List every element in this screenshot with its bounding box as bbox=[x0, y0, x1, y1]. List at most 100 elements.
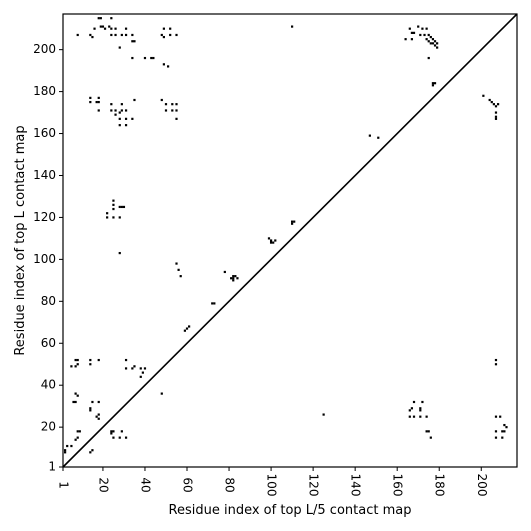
contact-point bbox=[143, 56, 147, 60]
y-tick-label: 200 bbox=[33, 42, 56, 56]
contact-point bbox=[124, 124, 128, 127]
contact-point bbox=[492, 103, 495, 106]
contact-point bbox=[293, 220, 296, 223]
x-tick-label: 80 bbox=[223, 477, 237, 492]
contact-point bbox=[496, 103, 500, 106]
contact-point bbox=[494, 117, 498, 120]
contact-point bbox=[188, 325, 191, 328]
contact-point bbox=[211, 302, 214, 305]
contact-point bbox=[112, 203, 115, 206]
contact-point bbox=[110, 27, 113, 30]
x-axis-ticks: 1 20 40 60 80 100 120 140 160 180 200 bbox=[57, 467, 489, 496]
contact-point bbox=[95, 415, 98, 418]
contact-point bbox=[179, 275, 182, 278]
contact-point bbox=[427, 56, 430, 60]
contact-point bbox=[431, 38, 435, 41]
contact-point bbox=[152, 56, 155, 60]
contact-point bbox=[93, 27, 96, 30]
contact-point bbox=[408, 27, 411, 30]
contact-point bbox=[160, 392, 163, 395]
y-tick-label: 1 bbox=[48, 460, 56, 474]
contact-point bbox=[494, 415, 498, 418]
contact-point bbox=[269, 239, 273, 242]
contact-point bbox=[431, 84, 435, 87]
contact-point bbox=[427, 430, 430, 433]
contact-point bbox=[72, 400, 75, 404]
contact-point bbox=[425, 38, 428, 41]
contact-point bbox=[91, 400, 94, 404]
contact-point bbox=[89, 33, 92, 37]
contact-point bbox=[118, 205, 121, 209]
contact-point bbox=[106, 212, 109, 215]
contact-point bbox=[110, 430, 113, 433]
contact-point bbox=[503, 430, 506, 433]
y-tick-label: 140 bbox=[33, 168, 56, 182]
contact-point bbox=[419, 409, 422, 412]
contact-point bbox=[103, 27, 107, 30]
contact-point bbox=[120, 205, 123, 209]
y-tick-label: 20 bbox=[41, 420, 56, 434]
contact-point bbox=[112, 207, 115, 211]
contact-point bbox=[131, 117, 134, 120]
contact-point bbox=[232, 275, 235, 278]
contact-point bbox=[175, 117, 178, 120]
contact-point bbox=[291, 25, 294, 28]
contact-points bbox=[64, 17, 508, 454]
contact-point bbox=[124, 27, 128, 30]
contact-point bbox=[101, 25, 105, 28]
contact-point bbox=[110, 432, 113, 435]
contact-point bbox=[76, 394, 79, 397]
contact-point bbox=[139, 375, 142, 378]
contact-point bbox=[114, 109, 117, 112]
y-tick-label: 120 bbox=[33, 210, 56, 224]
contact-point bbox=[143, 367, 147, 370]
contact-point bbox=[91, 449, 94, 452]
contact-point bbox=[433, 82, 437, 85]
contact-point bbox=[421, 400, 424, 404]
contact-point bbox=[118, 216, 121, 219]
contact-point bbox=[494, 358, 498, 362]
contact-point bbox=[122, 205, 126, 209]
contact-point bbox=[124, 109, 128, 112]
contact-point bbox=[108, 25, 111, 28]
contact-point bbox=[97, 413, 100, 416]
contact-point bbox=[494, 105, 498, 108]
contact-point bbox=[74, 365, 77, 368]
contact-point bbox=[150, 56, 153, 60]
contact-point bbox=[74, 438, 77, 441]
contact-point bbox=[89, 100, 92, 104]
contact-point bbox=[164, 103, 168, 106]
contact-point bbox=[185, 327, 189, 330]
contact-point bbox=[164, 109, 168, 112]
contact-point bbox=[97, 17, 100, 20]
contact-point bbox=[89, 407, 92, 410]
contact-point bbox=[89, 96, 92, 99]
contact-point bbox=[131, 56, 134, 60]
contact-point bbox=[503, 423, 506, 427]
contact-point bbox=[89, 358, 92, 362]
contact-point bbox=[76, 358, 79, 362]
contact-point bbox=[267, 237, 271, 240]
y-tick-label: 40 bbox=[41, 378, 56, 392]
contact-point bbox=[112, 430, 115, 433]
contact-point bbox=[494, 111, 498, 114]
contact-point bbox=[232, 279, 235, 282]
contact-point bbox=[421, 27, 424, 30]
contact-point bbox=[120, 103, 123, 106]
contact-point bbox=[423, 33, 426, 37]
contact-point bbox=[236, 277, 239, 280]
contact-point bbox=[223, 270, 226, 274]
contact-point bbox=[269, 241, 273, 244]
contact-point bbox=[97, 109, 100, 112]
contact-point bbox=[433, 40, 437, 43]
contact-point bbox=[124, 33, 128, 37]
x-tick-label: 160 bbox=[391, 474, 405, 497]
contact-point bbox=[64, 449, 67, 452]
contact-point bbox=[99, 17, 102, 20]
contact-point bbox=[175, 262, 178, 265]
contact-point bbox=[177, 268, 180, 271]
contact-point bbox=[501, 430, 504, 433]
contact-point bbox=[141, 371, 144, 374]
contact-point bbox=[118, 111, 121, 114]
